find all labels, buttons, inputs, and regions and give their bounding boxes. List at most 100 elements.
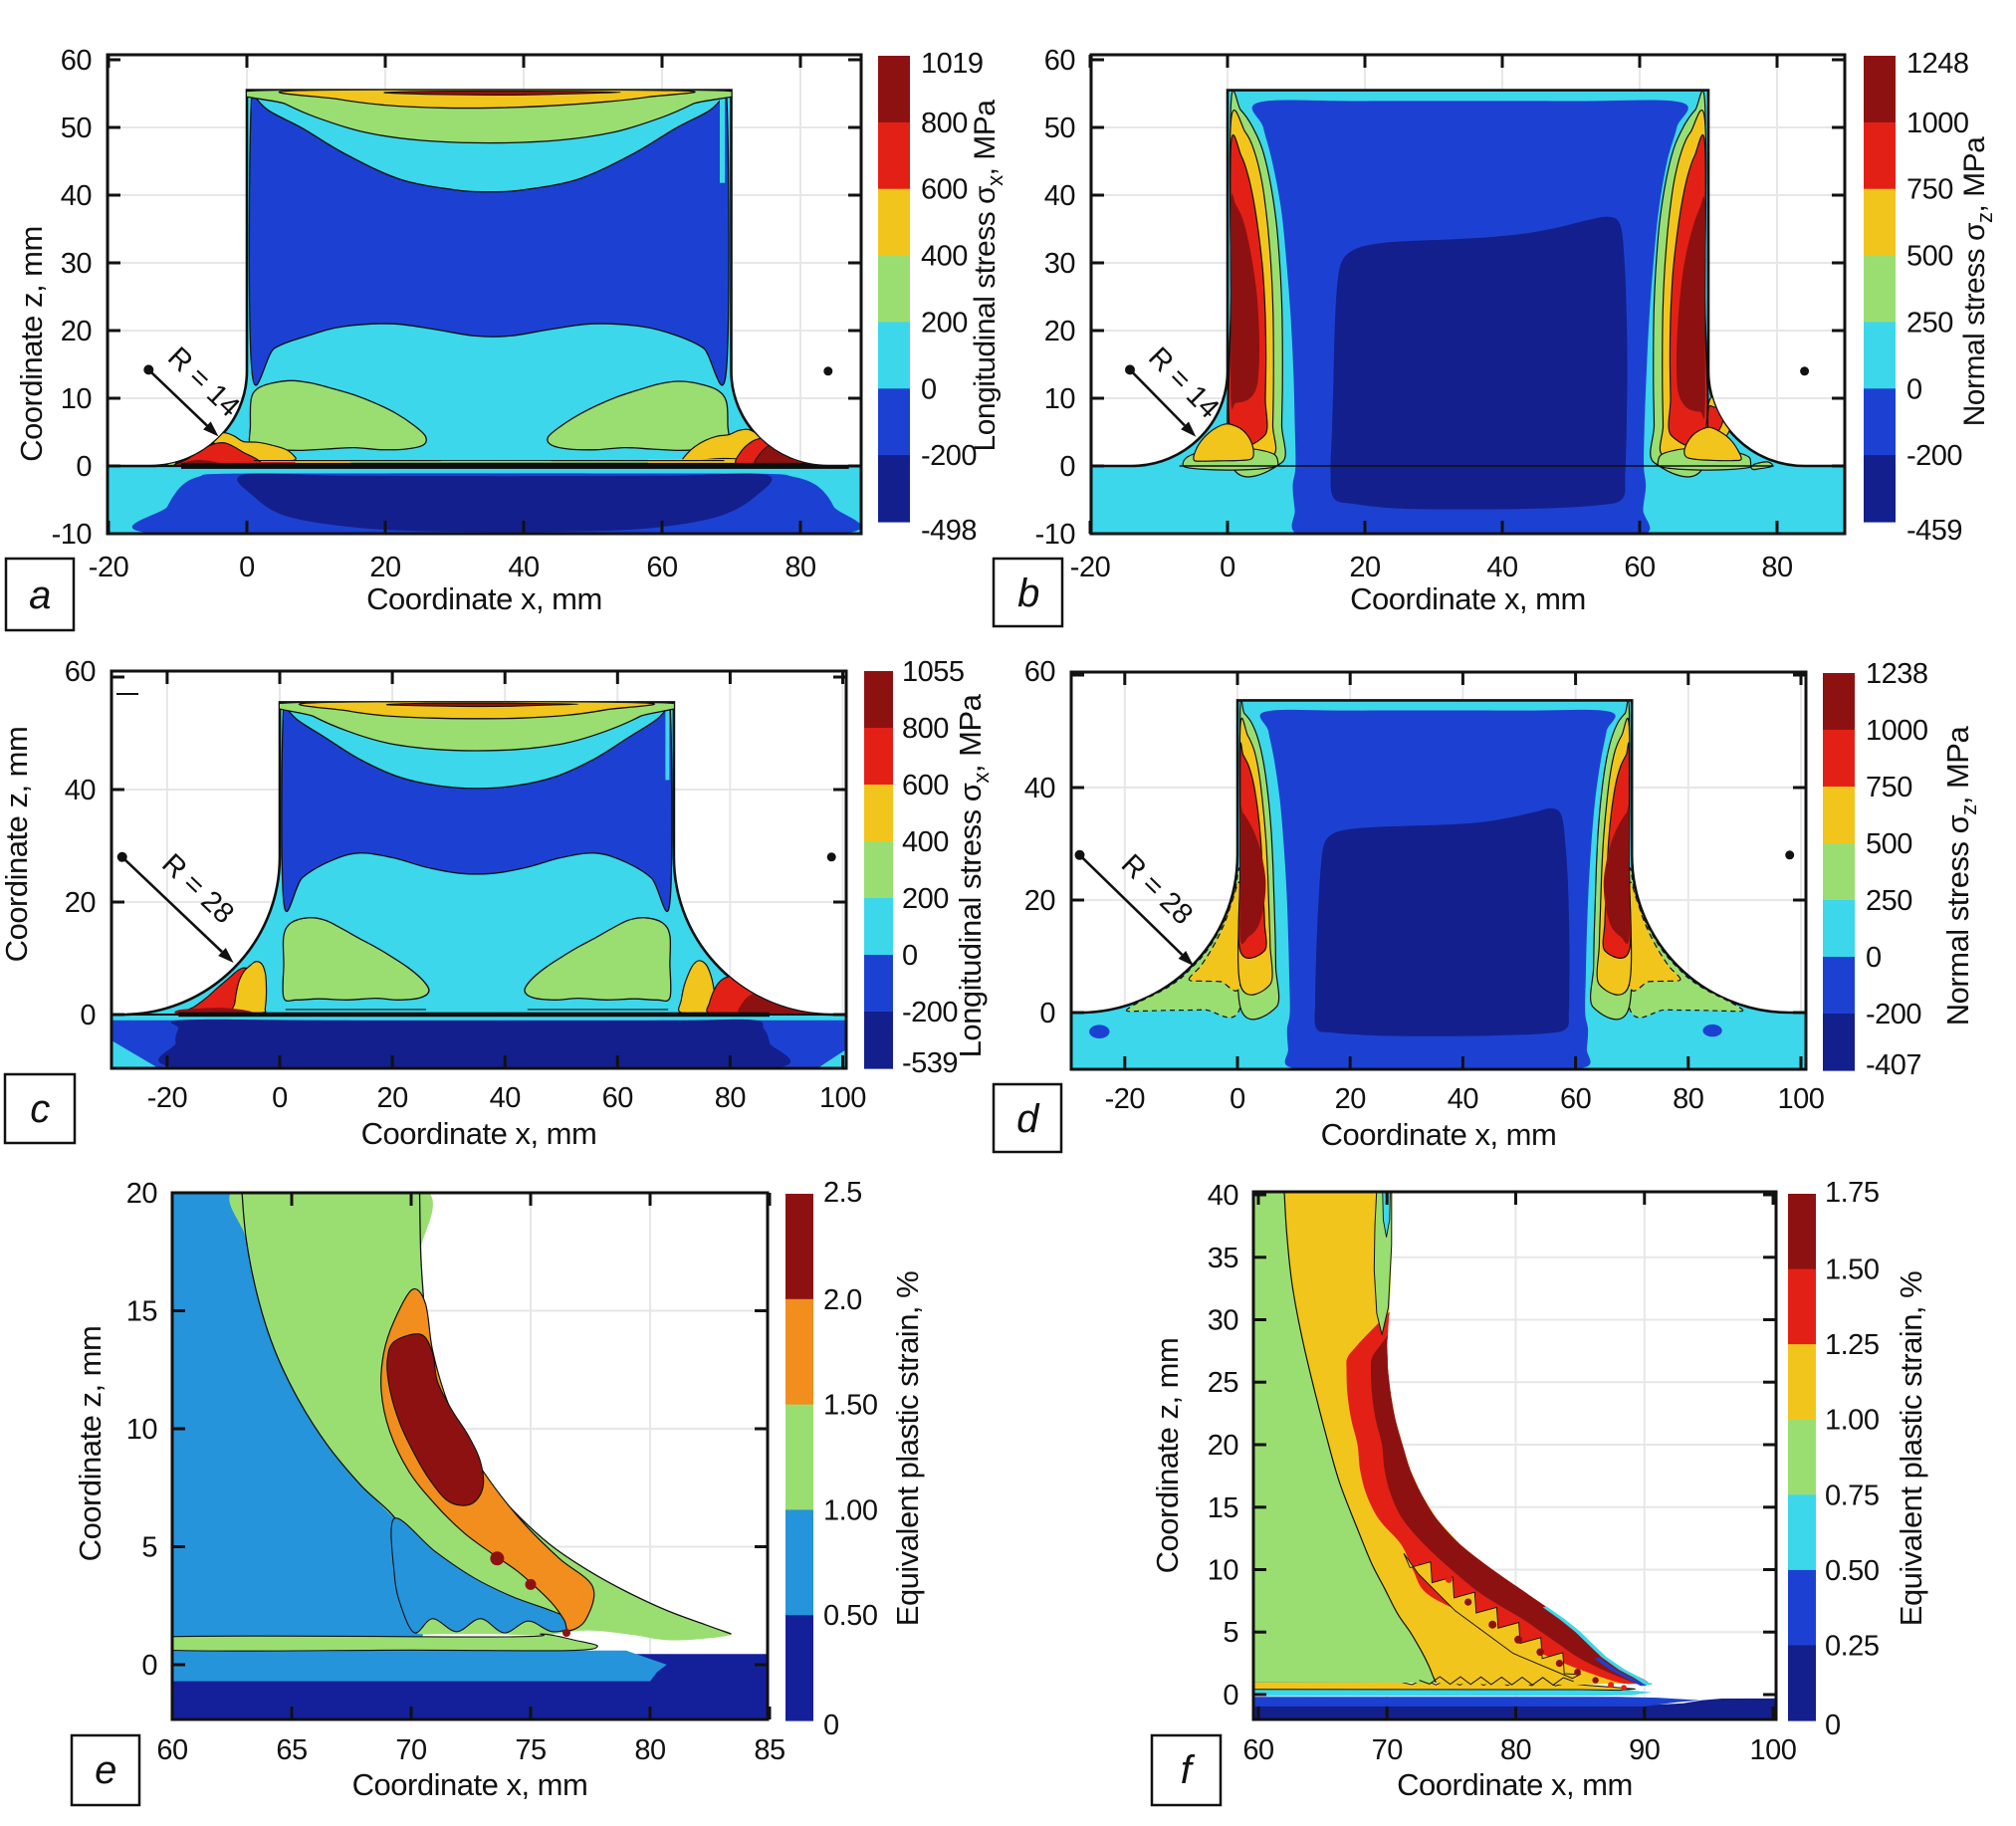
svg-text:Normal stress σz, MPa: Normal stress σz, MPa [1940,726,1981,1027]
svg-text:1000: 1000 [1866,715,1928,747]
svg-text:-20: -20 [147,1082,187,1114]
svg-text:80: 80 [1761,552,1792,583]
svg-text:0: 0 [823,1710,839,1741]
svg-text:200: 200 [902,883,949,915]
svg-text:Coordinate z, mm: Coordinate z, mm [73,1326,108,1562]
svg-text:1.75: 1.75 [1825,1177,1879,1209]
svg-text:0: 0 [921,373,937,405]
svg-text:60: 60 [1044,45,1075,77]
svg-text:20: 20 [65,887,96,919]
svg-text:10: 10 [1208,1555,1238,1587]
svg-text:b: b [1017,571,1039,615]
svg-text:200: 200 [921,307,968,339]
svg-text:40: 40 [65,775,96,806]
svg-text:Longitudinal stress σx, MPa: Longitudinal stress σx, MPa [953,693,994,1057]
svg-text:800: 800 [921,108,968,139]
svg-text:-498: -498 [921,515,977,547]
svg-text:-200: -200 [1866,999,1921,1030]
svg-text:75: 75 [515,1734,546,1766]
svg-text:100: 100 [1750,1734,1797,1766]
svg-text:Coordinate z, mm: Coordinate z, mm [1150,1338,1185,1574]
svg-text:40: 40 [61,180,92,212]
svg-text:20: 20 [369,552,400,583]
svg-text:Coordinate x, mm: Coordinate x, mm [1350,581,1586,616]
svg-text:30: 30 [1208,1305,1238,1337]
svg-text:15: 15 [126,1296,157,1328]
svg-text:d: d [1016,1097,1040,1141]
svg-text:30: 30 [1044,248,1075,280]
svg-text:0: 0 [141,1650,157,1682]
svg-text:60: 60 [1560,1083,1591,1115]
svg-text:400: 400 [902,826,949,858]
svg-text:Coordinate z, mm: Coordinate z, mm [14,226,49,462]
svg-text:1.50: 1.50 [1825,1255,1879,1286]
svg-text:40: 40 [1208,1180,1238,1212]
svg-text:1.25: 1.25 [1825,1329,1879,1361]
svg-text:20: 20 [1024,885,1055,917]
svg-text:30: 30 [61,248,92,280]
svg-text:20: 20 [1208,1430,1238,1462]
svg-text:-20: -20 [89,552,128,583]
svg-text:750: 750 [1906,174,1953,206]
svg-text:20: 20 [1335,1083,1366,1115]
svg-text:70: 70 [1372,1734,1403,1766]
svg-text:50: 50 [1044,113,1075,144]
svg-text:-10: -10 [52,519,92,551]
svg-text:20: 20 [1044,316,1075,347]
svg-text:800: 800 [902,713,949,745]
svg-text:70: 70 [395,1734,426,1766]
svg-text:0: 0 [76,451,92,483]
svg-text:60: 60 [646,552,677,583]
svg-text:0.50: 0.50 [1825,1555,1879,1587]
svg-text:80: 80 [1500,1734,1531,1766]
svg-text:20: 20 [61,316,92,347]
svg-text:10: 10 [1044,383,1075,415]
svg-text:85: 85 [754,1734,784,1766]
svg-text:-200: -200 [921,440,977,472]
svg-text:-459: -459 [1906,515,1962,547]
svg-text:10: 10 [61,383,92,415]
svg-text:Longitudinal stress σx, MPa: Longitudinal stress σx, MPa [969,100,1008,452]
svg-text:1.00: 1.00 [823,1494,877,1526]
svg-text:1000: 1000 [1906,108,1969,139]
svg-text:100: 100 [1778,1083,1825,1115]
svg-text:35: 35 [1208,1243,1238,1274]
svg-text:20: 20 [1349,552,1380,583]
svg-text:Coordinate x, mm: Coordinate x, mm [1321,1117,1557,1152]
svg-text:1238: 1238 [1866,658,1928,690]
svg-text:-200: -200 [902,997,958,1028]
svg-text:50: 50 [61,113,92,144]
svg-text:1.50: 1.50 [823,1390,877,1422]
svg-text:0: 0 [1059,451,1075,483]
svg-text:5: 5 [141,1532,157,1564]
svg-text:60: 60 [156,1734,187,1766]
svg-text:60: 60 [1242,1734,1273,1766]
svg-text:90: 90 [1629,1734,1660,1766]
svg-text:Coordinate z, mm: Coordinate z, mm [0,727,34,963]
svg-text:20: 20 [376,1082,407,1114]
svg-text:60: 60 [1024,656,1055,688]
svg-text:Equivalent plastic strain, %: Equivalent plastic strain, % [1894,1271,1928,1626]
svg-text:40: 40 [490,1082,521,1114]
svg-text:0: 0 [1906,373,1922,405]
svg-text:40: 40 [1024,773,1055,804]
svg-text:0: 0 [1220,552,1235,583]
svg-text:Coordinate x, mm: Coordinate x, mm [352,1767,588,1802]
svg-text:750: 750 [1866,772,1912,803]
svg-text:0: 0 [1223,1680,1238,1712]
svg-text:0: 0 [80,1000,96,1031]
svg-text:0: 0 [1825,1710,1841,1741]
svg-text:1055: 1055 [902,656,965,688]
svg-text:600: 600 [902,770,949,801]
svg-text:80: 80 [784,552,815,583]
svg-text:40: 40 [508,552,539,583]
svg-text:40: 40 [1486,552,1517,583]
svg-text:40: 40 [1448,1083,1478,1115]
svg-text:5: 5 [1223,1617,1238,1649]
svg-text:-200: -200 [1906,440,1962,472]
svg-text:0: 0 [239,552,255,583]
svg-text:80: 80 [634,1734,665,1766]
svg-text:25: 25 [1208,1367,1238,1399]
svg-text:-20: -20 [1070,552,1110,583]
svg-text:2.5: 2.5 [823,1177,862,1209]
